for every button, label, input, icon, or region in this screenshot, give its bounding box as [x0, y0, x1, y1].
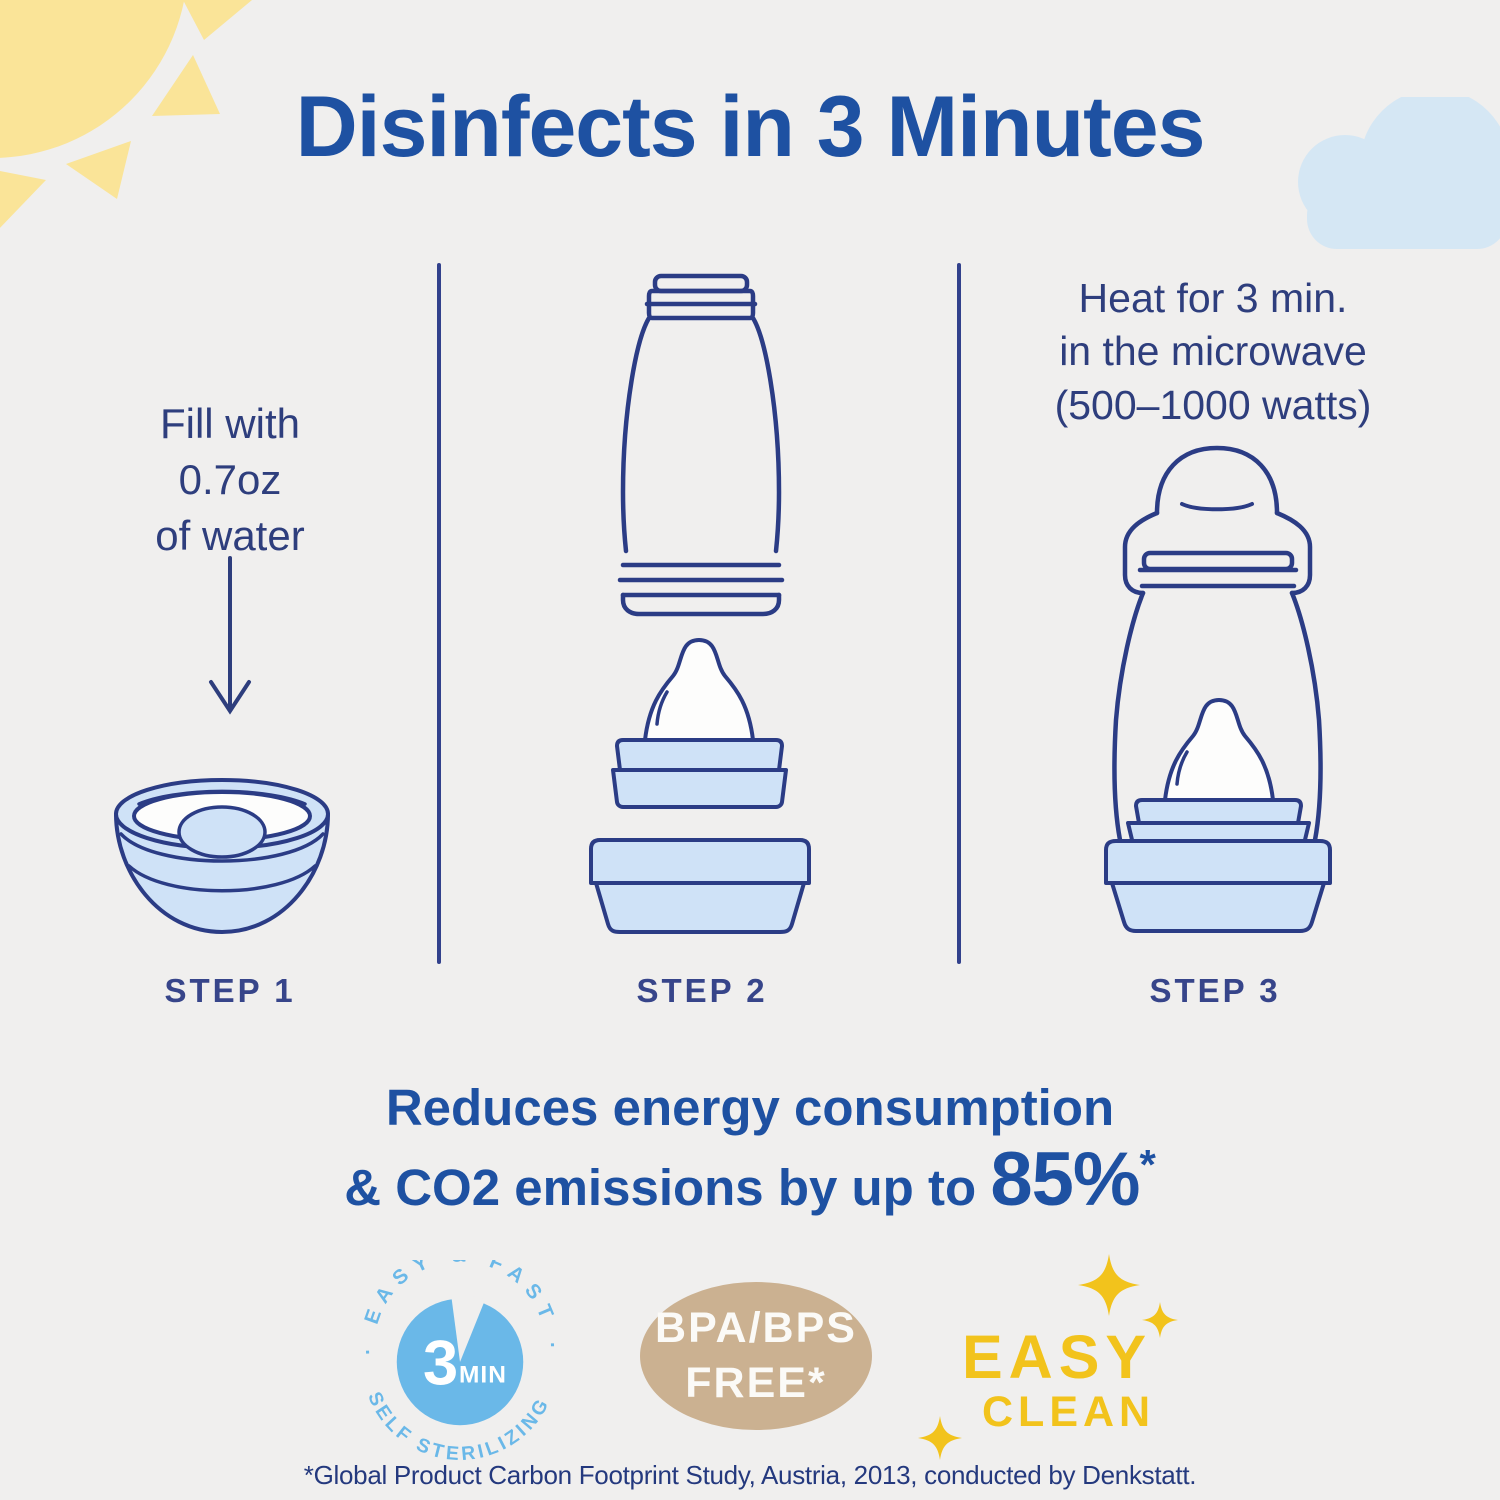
claim-line2-text: & CO2 emissions by up to	[344, 1159, 977, 1216]
down-arrow-icon	[209, 556, 251, 715]
bowl-illustration	[114, 778, 330, 934]
self-sterilizing-badge: · EASY & FAST · SELF STERILIZING 3 MIN	[358, 1260, 562, 1464]
step3-instruction: Heat for 3 min. in the microwave (500–10…	[1054, 275, 1372, 428]
step-divider-1	[437, 263, 441, 964]
badge-unit: MIN	[459, 1361, 507, 1388]
step1-label: STEP 1	[164, 972, 296, 1009]
sun-icon	[0, 0, 252, 228]
step2-label: STEP 2	[636, 972, 768, 1009]
step3-label: STEP 3	[1149, 972, 1281, 1009]
claim-line2: & CO2 emissions by up to 85%*	[0, 1136, 1500, 1223]
bpa-free-line2: FREE*	[685, 1359, 827, 1407]
page-title: Disinfects in 3 Minutes	[295, 79, 1206, 175]
sterilizer-base-illustration	[589, 838, 811, 934]
teat-ring-illustration	[611, 638, 788, 809]
step-divider-2	[957, 263, 961, 964]
assembled-bottle-illustration	[1104, 445, 1332, 933]
footnote: *Global Product Carbon Footprint Study, …	[303, 1460, 1197, 1490]
claim-asterisk: *	[1139, 1141, 1156, 1188]
claim-line1: Reduces energy consumption	[385, 1079, 1115, 1136]
easy-clean-line2: CLEAN	[982, 1388, 1156, 1436]
easy-clean-line1: EASY	[962, 1323, 1153, 1391]
badge-number: 3	[423, 1328, 458, 1398]
sparkle-icon	[918, 1416, 962, 1460]
bpa-free-badge: BPA/BPS FREE*	[640, 1282, 872, 1430]
badge-clock-notch	[450, 1292, 486, 1362]
easy-clean-badge: EASY CLEAN	[918, 1250, 1200, 1475]
step1-instruction: Fill with 0.7oz of water	[155, 400, 305, 559]
bpa-free-line1: BPA/BPS	[655, 1303, 857, 1352]
sparkle-icon	[1142, 1302, 1178, 1338]
bottle-body-illustration	[617, 273, 785, 617]
sparkle-icon	[1078, 1254, 1140, 1316]
claim-highlight: 85%	[990, 1137, 1140, 1222]
cloud-icon	[1298, 97, 1500, 249]
